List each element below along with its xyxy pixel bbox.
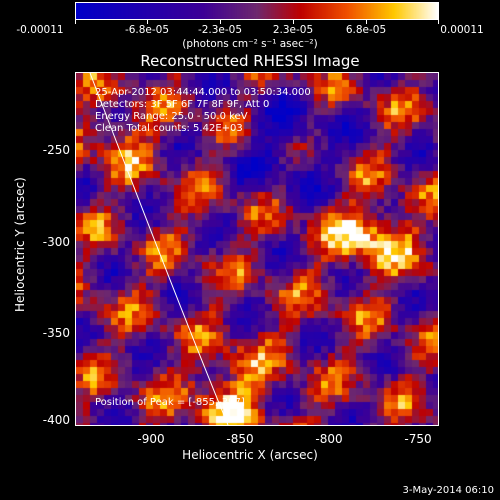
detectors-info: Detectors: 3F 5F 6F 7F 8F 9F, Att 0 [95,99,270,110]
x-tick-label: -800 [315,432,343,446]
colorbar-tick [366,20,367,24]
y-tick-label: -400 [42,413,70,427]
heatmap-image [76,73,438,425]
image-title: Reconstructed RHESSI Image [140,52,360,70]
colorbar-tick-label: -2.3e-05 [197,24,243,36]
colorbar-tick [147,20,148,24]
colorbar [75,2,439,20]
x-tick-label: -750 [404,432,432,446]
colorbar-tick [220,20,221,24]
colorbar-tick-label: 6.8e-05 [345,24,387,36]
colorbar-tick [438,20,439,24]
y-axis-label: Heliocentric Y (arcsec) [13,177,27,312]
footer-date: 3-May-2014 06:10 [402,485,494,496]
clean-counts: Clean Total counts: 5.42E+03 [95,123,243,134]
image-plot [75,72,439,426]
colorbar-tick [293,20,294,24]
limb-overlay [89,73,229,425]
x-tick-label: -850 [226,432,254,446]
y-tick-label: -350 [42,326,70,340]
colorbar-tick [75,20,76,24]
solar-limb-line [89,73,229,425]
colorbar-tick-label: 2.3e-05 [272,24,314,36]
x-tick-label: -900 [137,432,165,446]
colorbar-tick-label: 0.00011 [440,24,484,36]
y-tick-label: -250 [42,143,70,157]
energy-range: Energy Range: 25.0 - 50.0 keV [95,111,248,122]
y-tick-label: -300 [42,235,70,249]
colorbar-units: (photons cm⁻² s⁻¹ asec⁻²) [182,38,318,50]
x-axis-label: Heliocentric X (arcsec) [182,448,318,462]
time-range: 25-Apr-2012 03:44:44.000 to 03:50:34.000 [95,87,311,98]
colorbar-tick-label: -0.00011 [16,24,64,36]
peak-position: Position of Peak = [-855,-397] [95,397,245,408]
colorbar-tick-label: -6.8e-05 [124,24,170,36]
